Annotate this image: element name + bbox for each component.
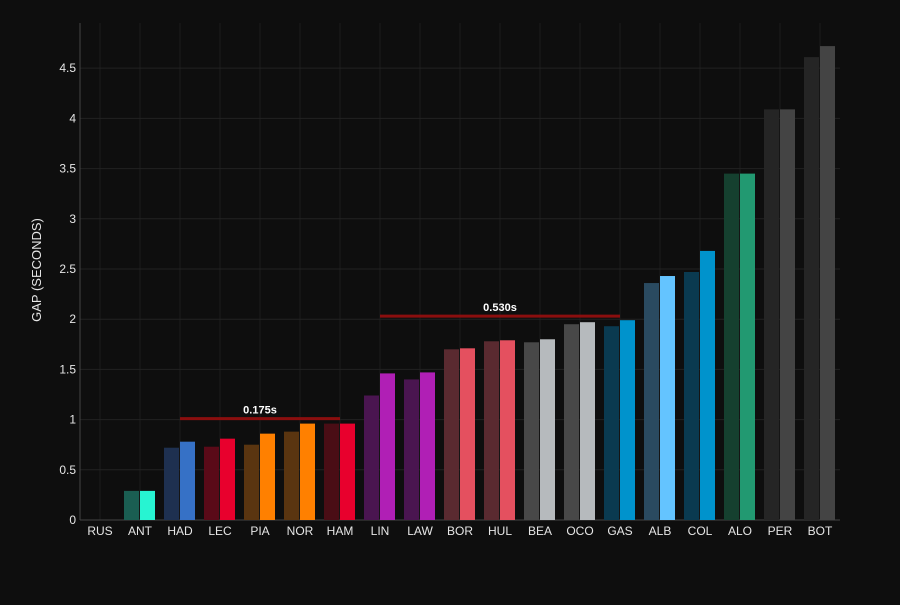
- x-tick-label: HAD: [167, 524, 193, 538]
- bar-bor-bright: [460, 348, 475, 520]
- bar-ant-dark: [124, 490, 139, 520]
- x-tick-label: HUL: [488, 524, 512, 538]
- x-tick-label: BOT: [808, 524, 833, 538]
- bar-per-dark: [764, 109, 779, 520]
- bar-pia-bright: [260, 433, 275, 520]
- x-tick-label: BEA: [528, 524, 552, 538]
- x-axis-ticks: RUS ANT HAD LEC PIA NOR HAM LIN LAW BOR HUL BEA OCO G…: [87, 524, 833, 538]
- y-tick-label: 2.5: [59, 262, 76, 276]
- bar-had-dark: [164, 447, 179, 520]
- bar-bot-bright: [820, 46, 835, 521]
- y-tick-label: 0.5: [59, 463, 76, 477]
- y-tick-label: 4: [69, 111, 76, 125]
- y-axis-label: GAP (SECONDS): [29, 218, 44, 322]
- bar-col-dark: [684, 272, 699, 520]
- y-tick-label: 1.5: [59, 362, 76, 376]
- x-tick-label: COL: [688, 524, 713, 538]
- x-tick-label: BOR: [447, 524, 473, 538]
- y-tick-label: 3.5: [59, 162, 76, 176]
- bar-lec-bright: [220, 438, 235, 520]
- bars: [124, 46, 835, 521]
- bar-ham-bright: [340, 423, 355, 520]
- bar-gas-bright: [620, 320, 635, 520]
- y-tick-label: 4.5: [59, 61, 76, 75]
- x-tick-label: NOR: [287, 524, 314, 538]
- x-tick-label: ALO: [728, 524, 752, 538]
- x-tick-label: PER: [768, 524, 793, 538]
- bar-bot-dark: [804, 57, 819, 520]
- y-tick-label: 2: [69, 312, 76, 326]
- bar-alo-dark: [724, 173, 739, 520]
- bar-alb-dark: [644, 283, 659, 520]
- bar-bea-dark: [524, 342, 539, 520]
- bar-hul-dark: [484, 341, 499, 520]
- x-tick-label: RUS: [87, 524, 112, 538]
- bar-lin-bright: [380, 373, 395, 520]
- y-tick-label: 0: [69, 513, 76, 527]
- bar-oco-bright: [580, 322, 595, 520]
- bar-bor-dark: [444, 349, 459, 520]
- x-tick-label: LAW: [407, 524, 433, 538]
- y-tick-label: 1: [69, 413, 76, 427]
- bar-oco-dark: [564, 324, 579, 520]
- bar-lec-dark: [204, 446, 219, 520]
- gap-annotation-label: 0.530s: [483, 302, 517, 314]
- x-tick-label: ALB: [649, 524, 672, 538]
- y-axis-ticks: 0 0.5 1 1.5 2 2.5 3 3.5 4 4.5: [59, 61, 76, 527]
- x-tick-label: LIN: [371, 524, 390, 538]
- bar-bea-bright: [540, 339, 555, 520]
- bar-col-bright: [700, 250, 715, 520]
- gap-annotation-label: 0.175s: [243, 405, 277, 417]
- bar-alo-bright: [740, 173, 755, 520]
- bar-alb-bright: [660, 276, 675, 520]
- bar-lin-dark: [364, 395, 379, 520]
- x-tick-label: OCO: [566, 524, 593, 538]
- bar-ant-bright: [140, 490, 155, 520]
- x-tick-label: PIA: [250, 524, 269, 538]
- bar-had-bright: [180, 441, 195, 520]
- y-tick-label: 3: [69, 212, 76, 226]
- bar-gas-dark: [604, 326, 619, 520]
- bar-nor-dark: [284, 431, 299, 520]
- bar-law-bright: [420, 372, 435, 520]
- bar-pia-dark: [244, 444, 259, 520]
- bar-law-dark: [404, 379, 419, 520]
- x-tick-label: GAS: [607, 524, 632, 538]
- x-tick-label: LEC: [208, 524, 232, 538]
- annotations: 0.175s 0.530s: [180, 302, 620, 421]
- bar-hul-bright: [500, 340, 515, 520]
- x-tick-label: HAM: [327, 524, 354, 538]
- bar-per-bright: [780, 109, 795, 520]
- x-tick-label: ANT: [128, 524, 153, 538]
- bar-nor-bright: [300, 423, 315, 520]
- bar-ham-dark: [324, 423, 339, 520]
